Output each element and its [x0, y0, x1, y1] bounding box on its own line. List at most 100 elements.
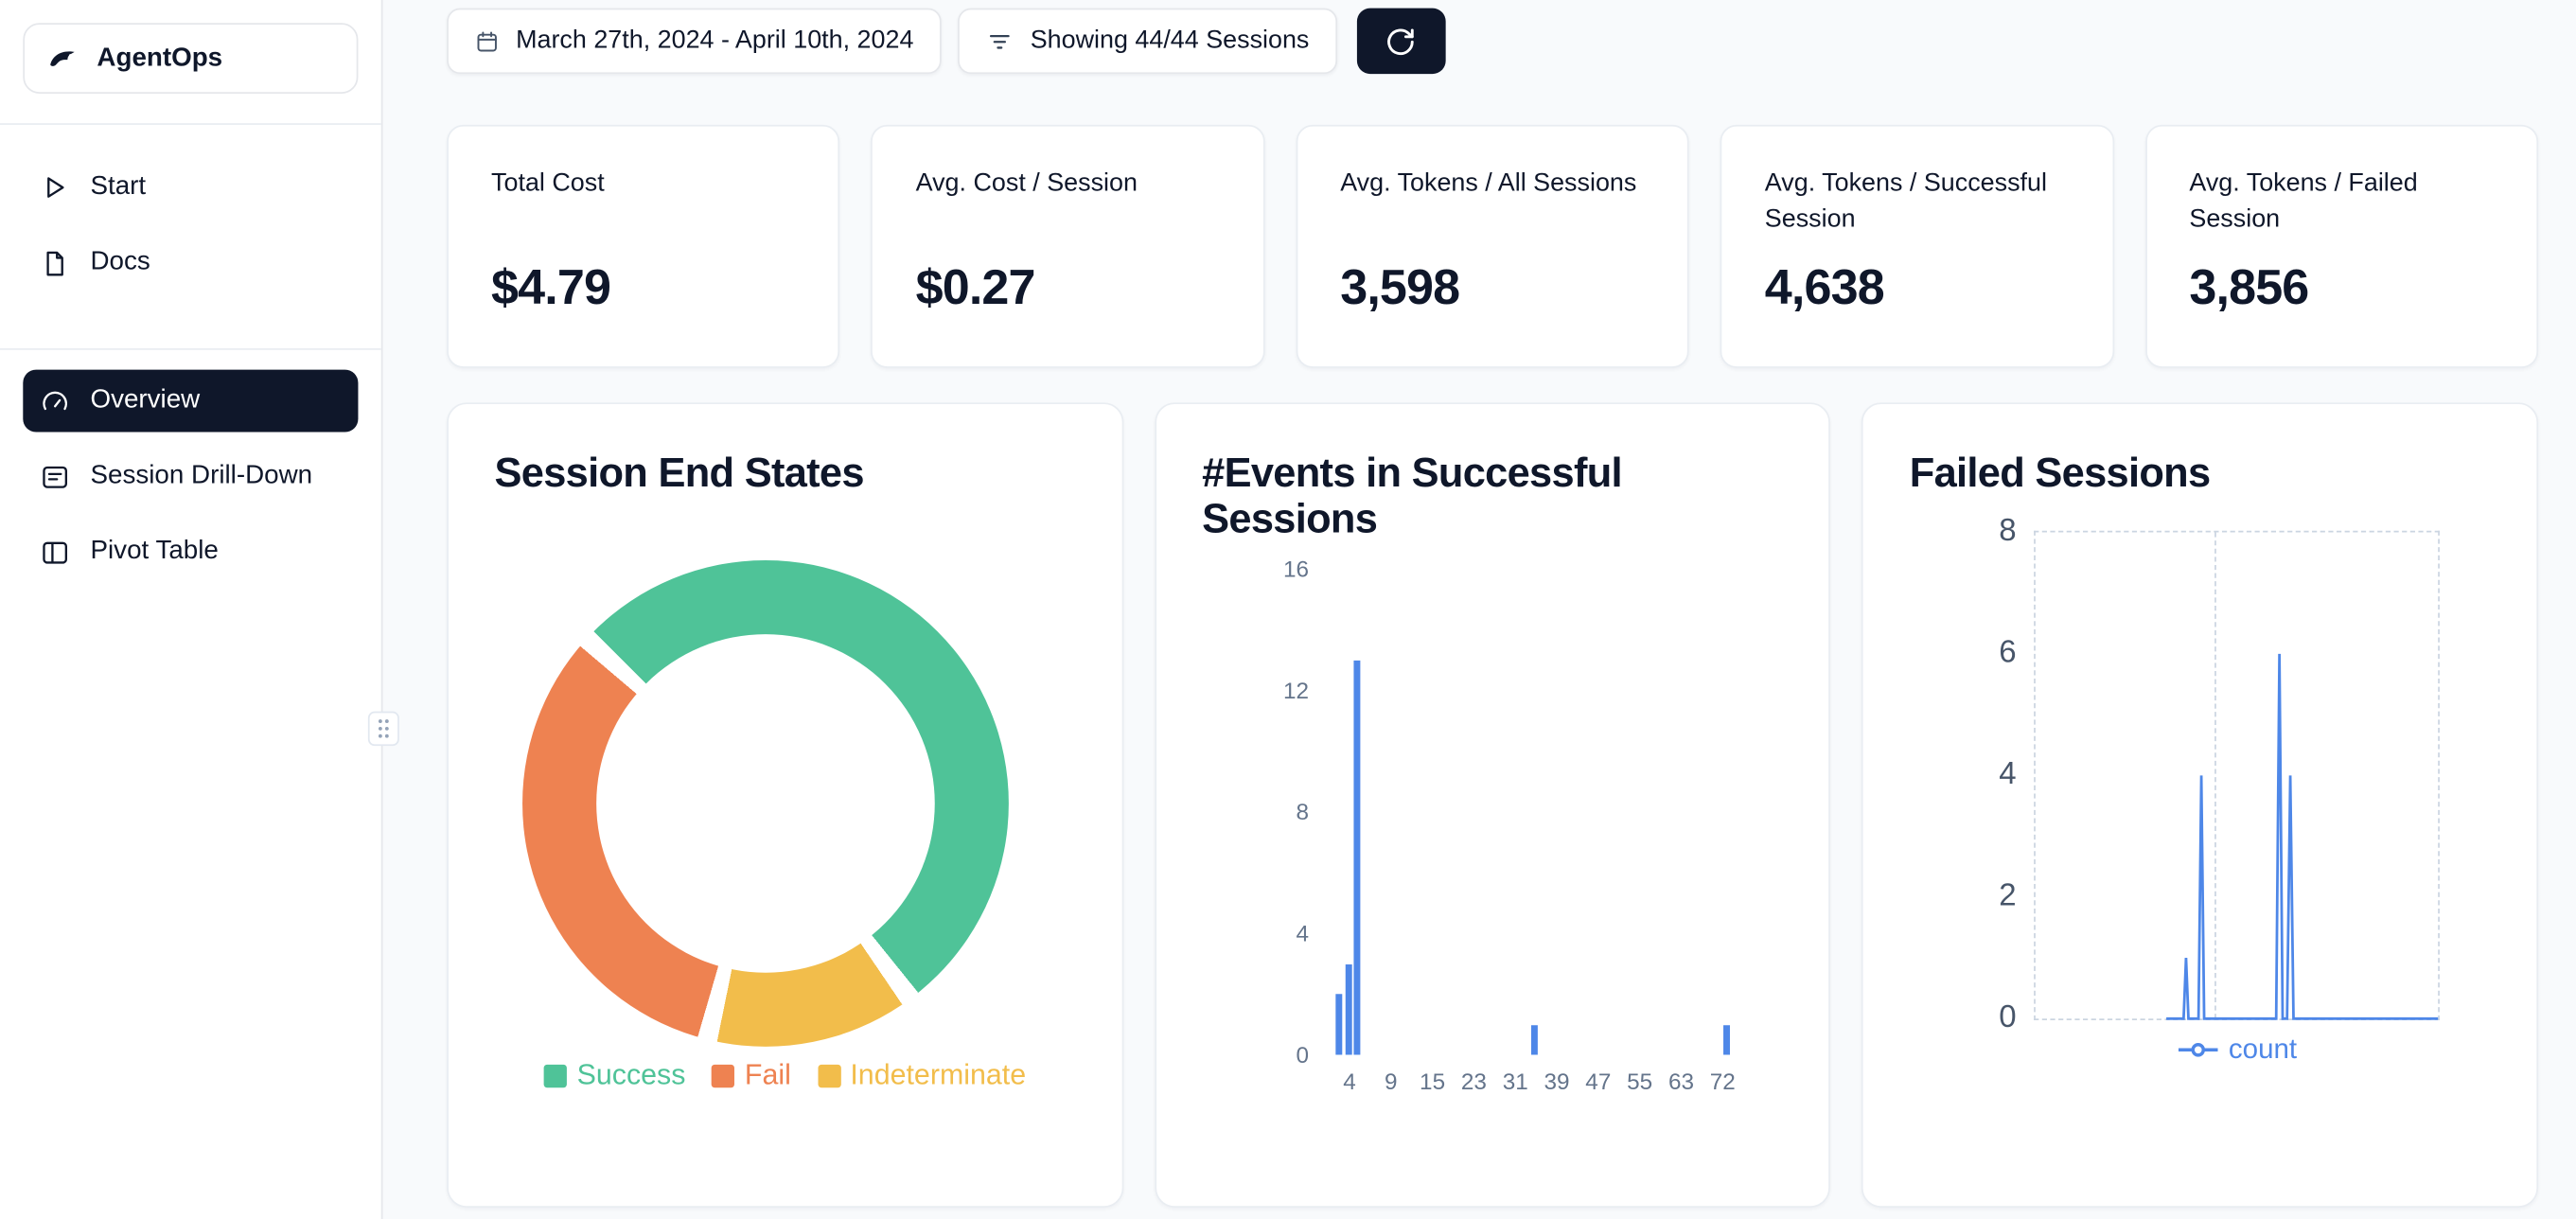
sidebar-item-label: Docs — [90, 248, 150, 276]
legend-label: Fail — [744, 1057, 791, 1091]
stat-label: Avg. Tokens / All Sessions — [1340, 168, 1637, 198]
sidebar-item-pivot-table[interactable]: Pivot Table — [23, 521, 358, 583]
y-tick-label: 12 — [1282, 677, 1309, 703]
x-tick-label: 72 — [1709, 1068, 1736, 1095]
legend-swatch — [543, 1064, 568, 1087]
bar — [1530, 1024, 1538, 1055]
x-tick-label: 31 — [1502, 1068, 1528, 1095]
chart-title: Session End States — [494, 450, 865, 497]
sidebar-item-start[interactable]: Start — [23, 154, 358, 220]
sidebar-item-label: Session Drill-Down — [90, 461, 313, 490]
stat-label: Avg. Tokens / Failed Session — [2189, 168, 2418, 235]
chart-title: Failed Sessions — [1909, 450, 2211, 497]
x-tick-label: 47 — [1585, 1068, 1612, 1095]
drilldown-icon — [40, 461, 71, 492]
stat-value: $4.79 — [491, 261, 611, 316]
refresh-icon — [1385, 26, 1417, 57]
docs-icon — [40, 247, 71, 278]
bar — [1335, 994, 1343, 1055]
bar — [1722, 1024, 1730, 1055]
x-tick-label: 55 — [1627, 1068, 1653, 1095]
app-name: AgentOps — [97, 44, 223, 72]
calendar-icon — [475, 28, 500, 53]
y-tick-label: 8 — [1999, 514, 2017, 549]
play-icon — [40, 171, 71, 203]
stat-value: $0.27 — [915, 261, 1036, 316]
donut-chart — [522, 559, 1009, 1047]
bar — [1346, 963, 1353, 1055]
count-line — [2167, 654, 2439, 1018]
sidebar-main-nav: Overview Session Drill-Down Pivot Table — [0, 350, 381, 603]
chart-title: #Events in Successful Sessions — [1202, 450, 1622, 542]
sidebar-resize-handle[interactable] — [367, 711, 399, 747]
grip-dots-icon — [378, 719, 389, 738]
legend-item-fail[interactable]: Fail — [712, 1058, 791, 1092]
sidebar-divider — [0, 348, 381, 350]
y-tick-label: 4 — [1999, 757, 2017, 792]
app-logo[interactable]: AgentOps — [23, 23, 359, 94]
sidebar-item-session-drill-down[interactable]: Session Drill-Down — [23, 445, 358, 507]
stat-value: 3,856 — [2189, 261, 2309, 316]
agentops-logo-icon — [44, 41, 80, 77]
line-plot: 0 2 4 6 8 — [1999, 514, 2441, 1035]
pie-legend: Success Fail Indeterminate — [449, 1058, 1121, 1092]
failed-sessions-card: Failed Sessions 0 2 4 6 8 count — [1861, 402, 2539, 1208]
legend-label: Indeterminate — [850, 1057, 1027, 1091]
sidebar-divider — [0, 123, 381, 125]
refresh-button[interactable] — [1356, 8, 1446, 75]
legend-item-success[interactable]: Success — [543, 1057, 686, 1092]
stat-card-avg-tokens-all: Avg. Tokens / All Sessions 3,598 — [1296, 124, 1689, 368]
legend-label: Success — [576, 1057, 686, 1091]
pivot-table-icon — [40, 537, 71, 568]
stat-label: Total Cost — [491, 168, 605, 198]
donut-hole — [596, 634, 935, 973]
x-tick-label: 39 — [1544, 1068, 1570, 1095]
stat-label: Avg. Cost / Session — [915, 168, 1138, 198]
sidebar-top-nav: Start Docs — [0, 125, 381, 348]
sidebar-item-overview[interactable]: Overview — [23, 369, 359, 433]
x-tick-label: 4 — [1343, 1068, 1356, 1095]
legend-swatch — [712, 1064, 735, 1087]
stat-value: 4,638 — [1764, 261, 1885, 316]
bar — [1353, 659, 1361, 1055]
filter-button[interactable]: Showing 44/44 Sessions — [958, 8, 1337, 75]
dashed-gridline — [2214, 532, 2217, 1019]
y-tick-label: 8 — [1296, 798, 1309, 825]
stat-label: Avg. Tokens / Successful Session — [1764, 168, 2047, 235]
toolbar: March 27th, 2024 - April 10th, 2024 Show… — [447, 8, 2538, 75]
sidebar: AgentOps Start Docs O — [0, 0, 383, 1219]
stat-value: 3,598 — [1340, 261, 1460, 316]
x-tick-label: 15 — [1420, 1068, 1446, 1095]
sidebar-item-label: Start — [90, 172, 147, 201]
charts-row: Session End States Success Fail Indetermin… — [447, 402, 2539, 1208]
line-legend[interactable]: count — [2035, 1034, 2441, 1067]
filter-label: Showing 44/44 Sessions — [1030, 26, 1310, 55]
y-tick-label: 2 — [1999, 878, 2017, 914]
sidebar-item-docs[interactable]: Docs — [23, 230, 358, 295]
x-tick-label: 63 — [1667, 1068, 1694, 1095]
stats-row: Total Cost $4.79 Avg. Cost / Session $0.… — [447, 124, 2539, 368]
legend-item-indeterminate[interactable]: Indeterminate — [817, 1057, 1027, 1092]
stat-card-avg-tokens-failed: Avg. Tokens / Failed Session 3,856 — [2144, 124, 2539, 368]
legend-swatch — [817, 1064, 840, 1087]
main-content: March 27th, 2024 - April 10th, 2024 Show… — [382, 0, 2576, 1219]
date-range-button[interactable]: March 27th, 2024 - April 10th, 2024 — [447, 8, 942, 75]
x-tick-label: 9 — [1385, 1068, 1398, 1095]
y-tick-label: 4 — [1296, 920, 1309, 946]
legend-label: count — [2228, 1033, 2298, 1065]
stat-card-avg-tokens-successful: Avg. Tokens / Successful Session 4,638 — [1720, 124, 2114, 368]
gauge-icon — [40, 385, 71, 416]
stat-card-total-cost: Total Cost $4.79 — [447, 124, 840, 368]
y-tick-label: 0 — [1296, 1041, 1309, 1069]
filter-icon — [986, 27, 1015, 56]
stat-card-avg-cost-session: Avg. Cost / Session $0.27 — [871, 124, 1265, 368]
session-end-states-card: Session End States Success Fail Indetermin… — [447, 402, 1123, 1208]
sidebar-item-label: Overview — [90, 385, 201, 415]
y-tick-label: 0 — [1999, 1000, 2017, 1035]
y-tick-label: 16 — [1282, 555, 1309, 582]
bar-plot: 0 4 8 12 16 4 9 15 23 31 39 47 55 63 72 — [1283, 556, 1809, 1094]
events-histogram-card: #Events in Successful Sessions 0 4 8 12 16 4 9… — [1154, 402, 1831, 1208]
date-range-label: March 27th, 2024 - April 10th, 2024 — [516, 26, 914, 55]
line-legend-marker-icon — [2178, 1042, 2217, 1057]
